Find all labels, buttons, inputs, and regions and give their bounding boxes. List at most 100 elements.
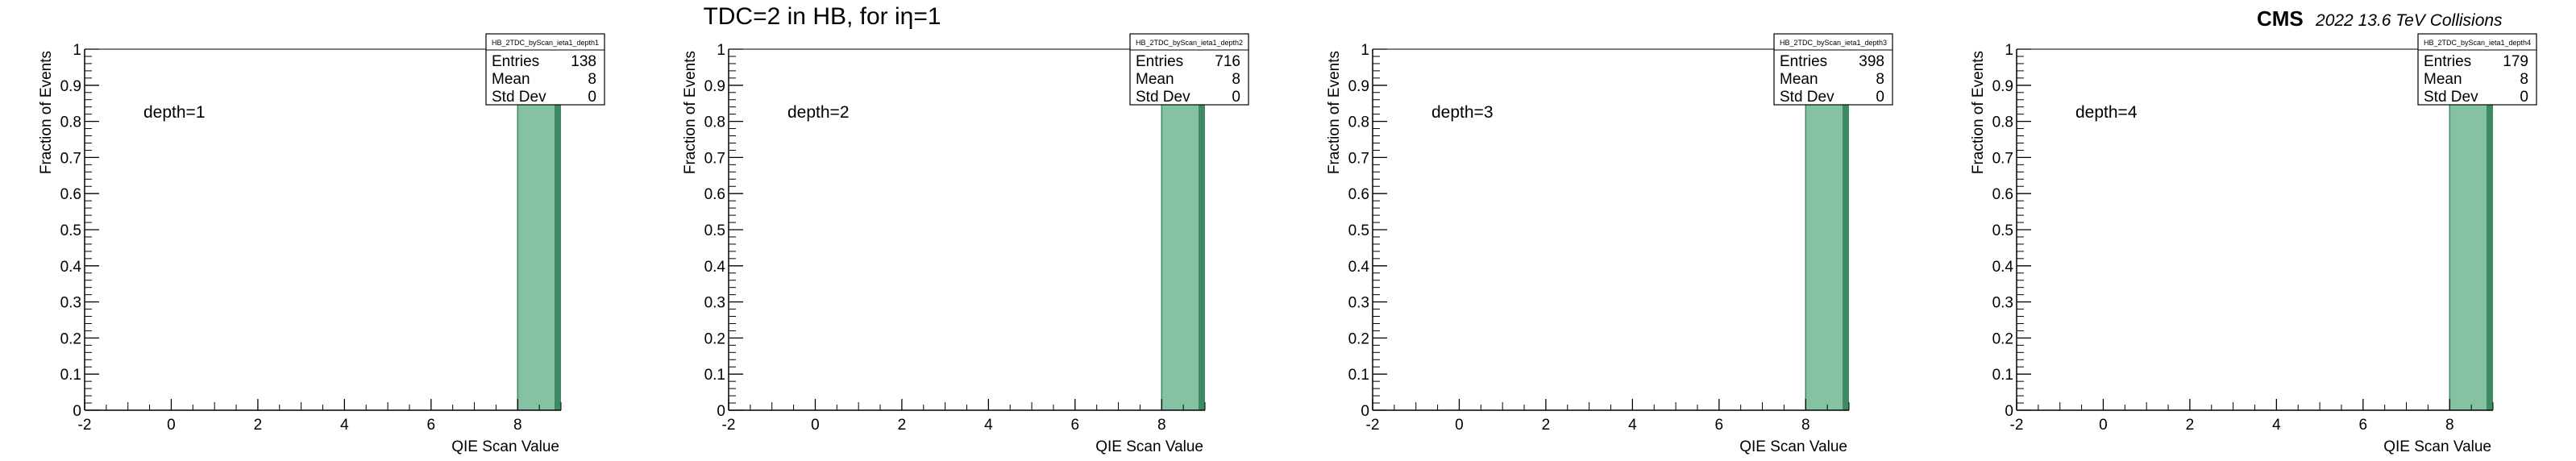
stats-value-mean: 8 [1876, 71, 1884, 88]
histogram-panels: 00.10.20.30.40.50.60.70.80.91-2 0 2 4 6 8QIE … [38, 33, 2537, 455]
stats-box-name: HB_2TDC_byScan_ieta1_depth1 [492, 39, 599, 47]
x-tick-label: -2 [722, 417, 736, 434]
x-axis-title: QIE Scan Value [2383, 438, 2491, 455]
y-tick-label: 0.6 [1992, 186, 2013, 203]
x-tick-label: 2 [2186, 417, 2195, 434]
x-tick-label: 0 [2099, 417, 2108, 434]
x-tick-label: 4 [1628, 417, 1637, 434]
x-tick-label: -2 [78, 417, 92, 434]
stats-label-mean: Mean [1136, 71, 1174, 88]
stats-label-entries: Entries [2424, 53, 2471, 70]
stats-value-std_dev: 0 [588, 89, 596, 106]
histogram-bar-edge [1199, 49, 1205, 410]
y-axis-title: Fraction of Events [38, 51, 55, 174]
stats-box-name: HB_2TDC_byScan_ieta1_depth3 [1780, 39, 1887, 47]
depth-annotation: depth=1 [143, 103, 206, 122]
stats-label-std_dev: Std Dev [1780, 89, 1834, 106]
histogram-panel: 00.10.20.30.40.50.60.70.80.91-2 0 2 4 6 8QIE … [1326, 33, 1893, 455]
y-tick-label: 0.3 [1348, 295, 1369, 312]
y-tick-label: 0.2 [1992, 330, 2013, 347]
stats-value-std_dev: 0 [2520, 89, 2528, 106]
y-tick-label: 0.1 [1348, 367, 1369, 384]
x-tick-label: 0 [1455, 417, 1464, 434]
y-tick-label: 0.9 [60, 78, 81, 95]
histogram-panel: 00.10.20.30.40.50.60.70.80.91-2 0 2 4 6 8QIE … [1970, 33, 2537, 455]
x-tick-label: 2 [898, 417, 907, 434]
cms-label-group: CMS 2022 13.6 TeV Collisions [2257, 6, 2503, 31]
stats-value-mean: 8 [1232, 71, 1240, 88]
y-tick-label: 1 [2005, 42, 2013, 59]
x-tick-label: 0 [167, 417, 176, 434]
y-tick-label: 0.7 [704, 150, 725, 167]
stats-label-entries: Entries [1780, 53, 1827, 70]
cms-label: CMS [2257, 6, 2304, 31]
y-tick-label: 0.5 [704, 222, 725, 239]
stats-label-std_dev: Std Dev [492, 89, 546, 106]
x-tick-label: 8 [1801, 417, 1810, 434]
y-tick-label: 0 [717, 403, 725, 420]
stats-box-name: HB_2TDC_byScan_ieta1_depth2 [1136, 39, 1243, 47]
histogram-bar-edge [2487, 49, 2493, 410]
x-tick-label: 8 [1157, 417, 1166, 434]
y-tick-label: 0.7 [1348, 150, 1369, 167]
stats-value-entries: 179 [2503, 53, 2528, 70]
y-tick-label: 1 [73, 42, 81, 59]
y-tick-label: 0.6 [60, 186, 81, 203]
x-tick-label: 6 [1715, 417, 1724, 434]
x-tick-label: 8 [513, 417, 522, 434]
stats-value-entries: 398 [1859, 53, 1884, 70]
y-tick-label: 0 [2005, 403, 2013, 420]
stats-value-std_dev: 0 [1876, 89, 1884, 106]
stats-label-mean: Mean [1780, 71, 1818, 88]
y-tick-label: 0.6 [704, 186, 725, 203]
x-tick-label: -2 [2010, 417, 2024, 434]
y-tick-label: 0.1 [1992, 367, 2013, 384]
histogram-panel: 00.10.20.30.40.50.60.70.80.91-2 0 2 4 6 8QIE … [682, 33, 1249, 455]
y-tick-label: 0.3 [60, 295, 81, 312]
y-tick-label: 0.7 [60, 150, 81, 167]
x-tick-label: 4 [984, 417, 993, 434]
stats-value-std_dev: 0 [1232, 89, 1240, 106]
cms-sublabel: 2022 13.6 TeV Collisions [2315, 11, 2503, 30]
y-tick-label: 0.1 [60, 367, 81, 384]
y-tick-label: 0.5 [1992, 222, 2013, 239]
y-axis-title: Fraction of Events [682, 51, 699, 174]
y-tick-label: 0.3 [1992, 295, 2013, 312]
stats-box [2417, 33, 2537, 106]
x-tick-label: -2 [1366, 417, 1380, 434]
y-tick-label: 0.8 [1992, 114, 2013, 131]
x-tick-label: 2 [254, 417, 263, 434]
stats-label-std_dev: Std Dev [2424, 89, 2478, 106]
y-axis-title: Fraction of Events [1326, 51, 1343, 174]
stats-label-std_dev: Std Dev [1136, 89, 1190, 106]
y-tick-label: 0.8 [704, 114, 725, 131]
x-axis-title: QIE Scan Value [451, 438, 559, 455]
x-tick-label: 8 [2445, 417, 2454, 434]
y-tick-label: 0.6 [1348, 186, 1369, 203]
stats-box [1129, 33, 1249, 106]
y-tick-label: 0.1 [704, 367, 725, 384]
stats-value-entries: 138 [571, 53, 596, 70]
y-tick-label: 0.4 [1348, 259, 1370, 276]
x-tick-label: 0 [811, 417, 820, 434]
y-tick-label: 0.2 [704, 330, 725, 347]
y-tick-label: 0.2 [1348, 330, 1369, 347]
histogram-bar [1805, 49, 1849, 410]
y-tick-label: 0.8 [60, 114, 81, 131]
histogram-bar [2449, 49, 2493, 410]
y-tick-label: 0 [73, 403, 81, 420]
y-axis-title: Fraction of Events [1970, 51, 1987, 174]
x-axis-title: QIE Scan Value [1095, 438, 1203, 455]
y-tick-label: 1 [717, 42, 725, 59]
y-tick-label: 0.7 [1992, 150, 2013, 167]
x-tick-label: 6 [1071, 417, 1080, 434]
depth-annotation: depth=2 [787, 103, 850, 122]
x-tick-label: 6 [427, 417, 436, 434]
stats-box [485, 33, 605, 106]
histogram-bar-edge [1843, 49, 1849, 410]
y-tick-label: 0.4 [1992, 259, 2014, 276]
figure-title: TDC=2 in HB, for iη=1 [703, 3, 941, 30]
stats-value-mean: 8 [588, 71, 596, 88]
histogram-bar [517, 49, 561, 410]
